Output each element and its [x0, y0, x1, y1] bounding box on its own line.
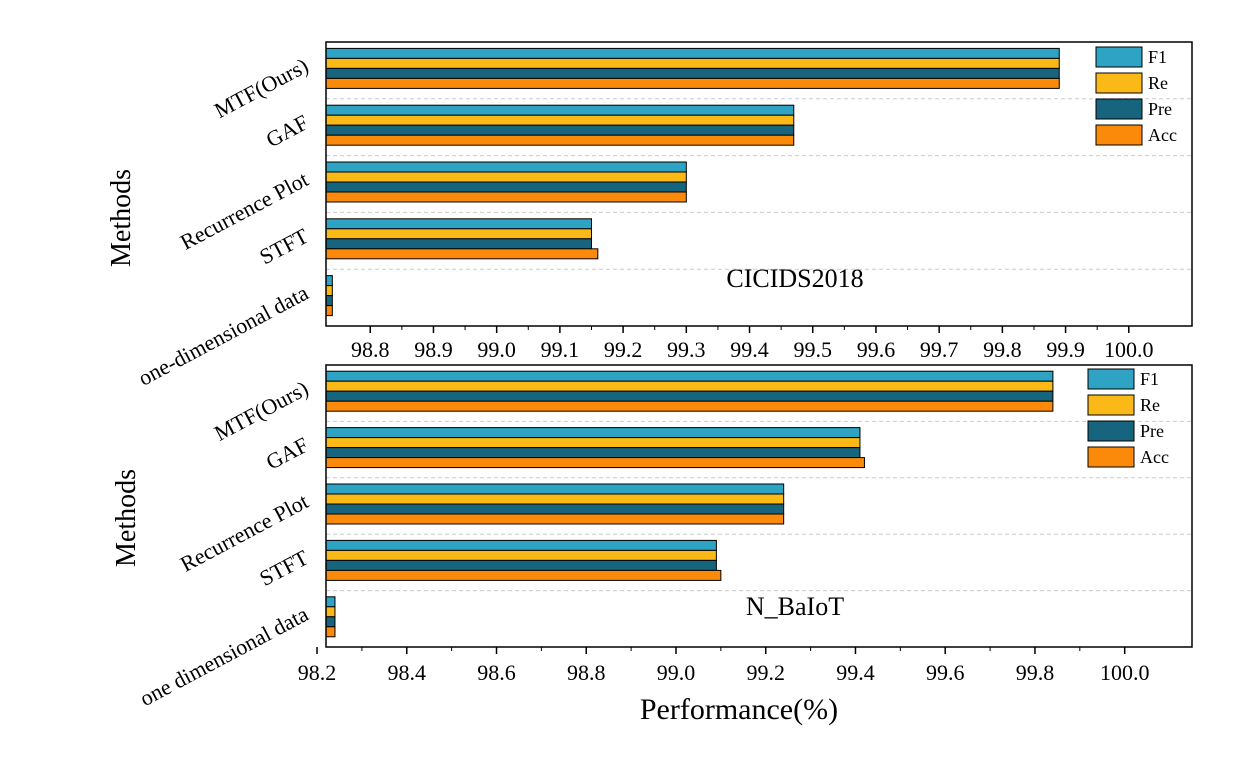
bar-recurrence-plot-re	[325, 171, 687, 183]
bar-stft-re	[325, 228, 592, 240]
x-tick-label: 99.1	[541, 337, 580, 362]
bar-one-dimensional-data-pre	[325, 616, 336, 628]
x-tick-label: 99.8	[983, 337, 1022, 362]
x-tick-label: 99.4	[730, 337, 769, 362]
bar-mtf-ours-re	[325, 380, 1054, 392]
category-label: one-dimensional data	[134, 280, 313, 391]
bar-one-dimensional-data-acc	[325, 305, 333, 317]
bar-mtf-ours-acc	[325, 400, 1054, 412]
legend-swatch-re	[1095, 72, 1143, 94]
x-tick-label: 99.6	[857, 337, 896, 362]
plot-frame	[325, 364, 1193, 648]
bar-gaf-pre	[325, 447, 861, 459]
bar-recurrence-plot-re	[325, 493, 785, 505]
category-label: one dimensional data	[136, 601, 313, 711]
bar-one-dimensional-data-pre	[325, 295, 333, 307]
x-tick-label: 99.2	[604, 337, 643, 362]
x-tick-label: 99.9	[1046, 337, 1085, 362]
bar-gaf-acc	[325, 134, 795, 146]
bar-recurrence-plot-f1	[325, 161, 687, 173]
bar-stft-f1	[325, 218, 592, 230]
bar-stft-acc	[325, 248, 599, 260]
legend: F1 Re Pre Acc	[1087, 368, 1169, 468]
x-tick-label: 100.0	[1100, 660, 1150, 685]
bar-gaf-re	[325, 437, 861, 449]
bar-gaf-f1	[325, 104, 795, 116]
x-tick-label: 100.0	[1104, 337, 1154, 362]
legend-swatch-pre	[1095, 98, 1143, 120]
legend-label-re: Re	[1140, 395, 1160, 415]
x-tick-label: 98.9	[414, 337, 453, 362]
bar-mtf-ours-re	[325, 57, 1060, 69]
legend-label-f1: F1	[1140, 369, 1159, 389]
y-axis-label: Methods	[106, 169, 137, 267]
bar-mtf-ours-f1	[325, 370, 1054, 382]
category-label: STFT	[255, 223, 313, 269]
x-tick-label: 98.6	[477, 660, 516, 685]
legend-label-pre: Pre	[1140, 421, 1164, 441]
bar-recurrence-plot-pre	[325, 181, 687, 193]
legend-label-acc: Acc	[1148, 125, 1177, 145]
bar-one-dimensional-data-f1	[325, 596, 336, 608]
bar-one-dimensional-data-f1	[325, 275, 333, 287]
x-axis-label: Performance(%)	[640, 693, 838, 726]
bar-stft-acc	[325, 569, 722, 581]
bar-stft-pre	[325, 238, 592, 250]
plot-frame	[325, 41, 1193, 327]
category-label: STFT	[255, 544, 313, 590]
legend-swatch-pre	[1087, 420, 1135, 442]
bar-one-dimensional-data-acc	[325, 626, 336, 638]
bar-gaf-re	[325, 114, 795, 126]
bar-stft-pre	[325, 559, 717, 571]
legend: F1 Re Pre Acc	[1095, 46, 1177, 146]
legend-label-pre: Pre	[1148, 99, 1172, 119]
x-tick-label: 99.0	[657, 660, 696, 685]
legend-swatch-acc	[1087, 446, 1135, 468]
bar-recurrence-plot-acc	[325, 191, 687, 203]
bar-gaf-pre	[325, 124, 795, 136]
x-tick-label: 99.8	[1016, 660, 1055, 685]
x-tick-label: 98.8	[567, 660, 606, 685]
bar-mtf-ours-pre	[325, 390, 1054, 402]
bar-one-dimensional-data-re	[325, 285, 333, 297]
category-label: GAF	[262, 110, 313, 153]
legend-swatch-f1	[1095, 46, 1143, 68]
x-tick-label: 99.4	[836, 660, 875, 685]
bar-recurrence-plot-acc	[325, 513, 785, 525]
x-tick-label: 99.6	[926, 660, 965, 685]
y-axis-label: Methods	[111, 469, 142, 567]
x-tick-label: 99.2	[746, 660, 785, 685]
bar-gaf-acc	[325, 457, 865, 469]
x-tick-label: 98.4	[388, 660, 427, 685]
x-tick-label: 98.8	[351, 337, 390, 362]
bar-stft-f1	[325, 539, 717, 551]
bar-one-dimensional-data-re	[325, 606, 336, 618]
bar-recurrence-plot-f1	[325, 483, 785, 495]
x-tick-label: 99.5	[793, 337, 832, 362]
x-tick-label: 99.3	[667, 337, 706, 362]
bar-mtf-ours-pre	[325, 67, 1060, 79]
legend-label-f1: F1	[1148, 47, 1167, 67]
bar-mtf-ours-f1	[325, 47, 1060, 59]
bar-gaf-f1	[325, 427, 861, 439]
legend-swatch-f1	[1087, 368, 1135, 390]
legend-swatch-acc	[1095, 124, 1143, 146]
dataset-annotation: N_BaIoT	[746, 592, 844, 621]
dataset-annotation: CICIDS2018	[726, 264, 863, 293]
legend-label-re: Re	[1148, 73, 1168, 93]
legend-label-acc: Acc	[1140, 447, 1169, 467]
bar-mtf-ours-acc	[325, 77, 1060, 89]
x-tick-label: 98.2	[298, 660, 337, 685]
legend-swatch-re	[1087, 394, 1135, 416]
category-label: GAF	[262, 432, 313, 475]
bar-stft-re	[325, 549, 717, 561]
x-tick-label: 99.0	[477, 337, 516, 362]
x-tick-label: 99.7	[920, 337, 959, 362]
bar-recurrence-plot-pre	[325, 503, 785, 515]
